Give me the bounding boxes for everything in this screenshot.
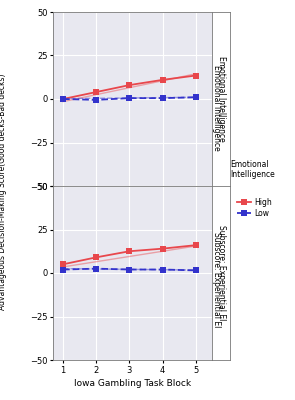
High xyxy=(194,73,198,78)
High xyxy=(128,249,131,254)
Low xyxy=(161,96,164,100)
High xyxy=(61,96,65,101)
Text: Subscore: Experiential EI: Subscore: Experiential EI xyxy=(212,232,221,328)
High xyxy=(194,243,198,248)
High xyxy=(161,246,164,251)
Text: Advantageous Decision-Making Score(Good decks-Bad decks): Advantageous Decision-Making Score(Good … xyxy=(0,74,7,310)
Low xyxy=(61,96,65,101)
Line: Low: Low xyxy=(60,266,199,273)
Low xyxy=(161,267,164,272)
Low xyxy=(61,267,65,272)
High xyxy=(61,262,65,267)
X-axis label: Iowa Gambling Task Block: Iowa Gambling Task Block xyxy=(74,379,191,388)
Legend: High, Low: High, Low xyxy=(234,195,275,221)
Low xyxy=(128,267,131,272)
Low xyxy=(194,95,198,100)
Low xyxy=(194,268,198,273)
Low xyxy=(94,266,98,271)
High xyxy=(94,255,98,260)
High xyxy=(161,78,164,82)
Line: High: High xyxy=(60,73,199,102)
Text: Emotional Intelligence: Emotional Intelligence xyxy=(212,65,221,151)
Line: High: High xyxy=(60,242,199,267)
Low xyxy=(94,98,98,102)
Text: Subscore: Experiential EI: Subscore: Experiential EI xyxy=(217,225,226,321)
Text: Emotional
Intelligence: Emotional Intelligence xyxy=(230,160,275,179)
Line: Low: Low xyxy=(60,94,199,103)
High xyxy=(94,90,98,94)
Text: Emotional Intelligence: Emotional Intelligence xyxy=(217,56,226,142)
Low xyxy=(128,96,131,100)
High xyxy=(128,83,131,88)
